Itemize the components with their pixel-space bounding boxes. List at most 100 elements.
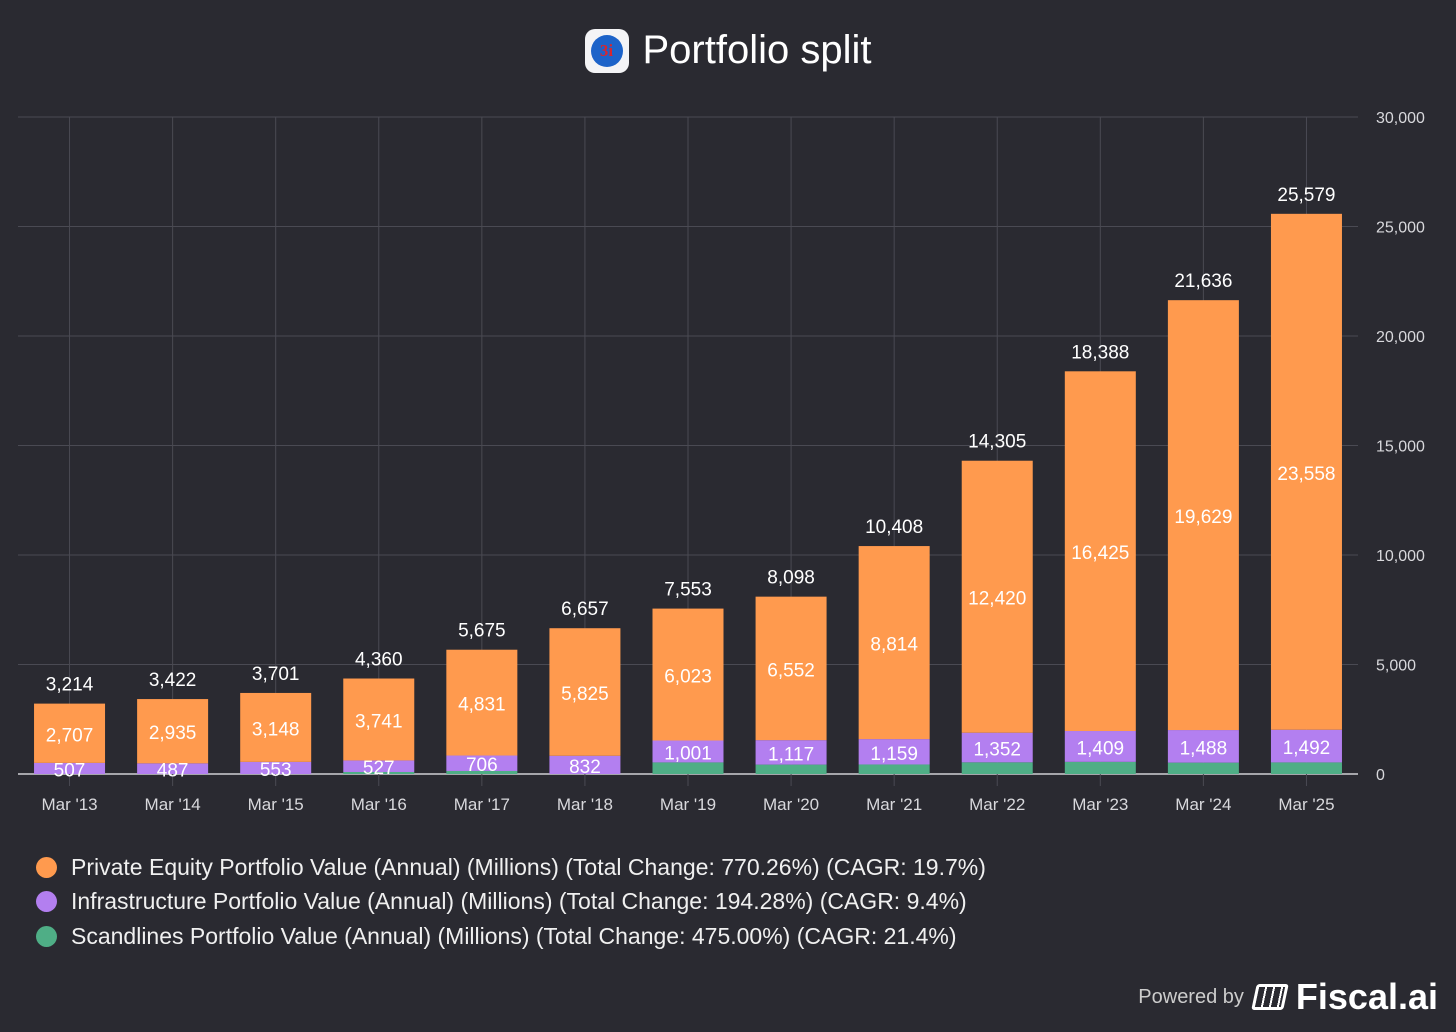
bar-segment: [446, 770, 518, 774]
y-tick-label: 0: [1376, 767, 1385, 784]
legend-item-private-equity[interactable]: Private Equity Portfolio Value (Annual) …: [36, 850, 986, 885]
legend-label: Infrastructure Portfolio Value (Annual) …: [71, 888, 967, 915]
bar-segment: [343, 771, 415, 774]
data-label: 1,117: [768, 744, 814, 765]
bar-segment: [755, 740, 827, 765]
bar-segment: [1270, 729, 1342, 763]
total-label: 7,553: [664, 580, 712, 601]
data-label: 2,707: [46, 725, 94, 746]
x-tick-label: Mar '19: [660, 795, 716, 814]
data-label: 4,831: [458, 695, 506, 716]
chart-title: 3i Portfolio split: [0, 28, 1456, 73]
bar-segment: [446, 649, 518, 756]
x-tick-label: Mar '23: [1072, 795, 1128, 814]
bar-segment: [34, 703, 106, 763]
total-label: 21,636: [1174, 271, 1232, 292]
data-label: 3,741: [355, 711, 403, 732]
data-label: 5,825: [561, 684, 609, 705]
data-label: 12,420: [968, 589, 1026, 610]
data-label: 553: [260, 760, 292, 781]
bar-segment: [858, 764, 930, 774]
powered-by-text: Powered by: [1138, 985, 1244, 1008]
total-label: 3,422: [149, 670, 197, 691]
bar-segment: [549, 755, 621, 774]
logo-text: 3i: [590, 34, 623, 67]
y-tick-label: 30,000: [1376, 110, 1425, 127]
bar-segment: [1064, 731, 1136, 762]
bar-segment: [961, 732, 1033, 763]
data-label: 507: [54, 760, 86, 781]
total-label: 3,701: [252, 664, 300, 685]
data-label: 527: [363, 758, 395, 779]
bar-segment: [1167, 730, 1239, 763]
title-text: Portfolio split: [642, 28, 872, 72]
x-tick-label: Mar '16: [351, 795, 407, 814]
bar-segment: [961, 460, 1033, 733]
data-label: 1,492: [1283, 738, 1331, 759]
bar-segment: [1167, 300, 1239, 731]
total-label: 18,388: [1071, 342, 1129, 363]
bar-segment: [343, 760, 415, 772]
bar-segment: [549, 628, 621, 756]
x-tick-label: Mar '21: [866, 795, 922, 814]
total-label: 4,360: [355, 650, 403, 671]
total-label: 5,675: [458, 621, 506, 642]
y-tick-label: 15,000: [1376, 439, 1425, 456]
legend: Private Equity Portfolio Value (Annual) …: [36, 850, 986, 954]
x-tick-label: Mar '17: [454, 795, 510, 814]
data-label: 2,935: [149, 723, 197, 744]
legend-item-infrastructure[interactable]: Infrastructure Portfolio Value (Annual) …: [36, 885, 986, 920]
legend-dot: [36, 856, 57, 878]
data-label: 6,552: [767, 660, 815, 681]
bar-segment: [446, 755, 518, 771]
data-label: 487: [157, 761, 189, 782]
x-tick-label: Mar '15: [248, 795, 304, 814]
bar-segment: [652, 740, 724, 763]
x-tick-label: Mar '18: [557, 795, 613, 814]
bar-segment: [652, 762, 724, 774]
bar-segment: [755, 764, 827, 774]
total-label: 8,098: [767, 568, 815, 589]
data-label: 1,409: [1077, 738, 1125, 759]
legend-dot: [36, 925, 57, 947]
stacked-bar-chart: 0 5,000 10,000 15,000 20,000 25,000 30,000 507 2…: [18, 110, 1425, 814]
bar-segment: [1270, 762, 1342, 774]
data-label: 1,352: [973, 740, 1021, 761]
data-label: 23,558: [1277, 464, 1335, 485]
y-tick-label: 20,000: [1376, 329, 1425, 346]
x-tick-label: Mar '22: [969, 795, 1025, 814]
y-tick-label: 25,000: [1376, 220, 1425, 237]
total-label: 3,214: [46, 675, 94, 696]
data-label: 6,023: [664, 667, 712, 688]
bar-segment: [137, 763, 209, 774]
powered-by[interactable]: Powered by Fiscal.ai: [1138, 976, 1438, 1018]
y-tick-label: 10,000: [1376, 548, 1425, 565]
bar-segment: [34, 762, 106, 774]
bar-segment: [1064, 761, 1136, 774]
bar-segment: [240, 692, 312, 762]
data-label: 1,001: [664, 743, 712, 764]
x-tick-label: Mar '14: [145, 795, 201, 814]
data-label: 16,425: [1071, 543, 1129, 564]
x-tick-label: Mar '24: [1175, 795, 1231, 814]
data-label: 8,814: [870, 635, 918, 656]
data-label: 706: [466, 755, 498, 776]
total-label: 6,657: [561, 599, 609, 620]
bar-segment: [137, 699, 209, 764]
x-tick-label: Mar '13: [41, 795, 97, 814]
bar-segment: [961, 762, 1033, 774]
total-label: 14,305: [968, 432, 1026, 453]
x-tick-label: Mar '20: [763, 795, 819, 814]
data-label: 832: [569, 757, 601, 778]
data-label: 19,629: [1174, 507, 1232, 528]
bar-segment: [343, 678, 415, 761]
bar-segment: [652, 608, 724, 741]
legend-label: Scandlines Portfolio Value (Annual) (Mil…: [71, 922, 957, 949]
x-tick-label: Mar '25: [1278, 795, 1334, 814]
bar-segment: [240, 761, 312, 774]
total-label: 10,408: [865, 517, 923, 538]
legend-item-scandlines[interactable]: Scandlines Portfolio Value (Annual) (Mil…: [36, 919, 986, 954]
data-label: 1,488: [1180, 738, 1228, 759]
data-label: 3,148: [252, 719, 300, 740]
fiscal-logo-icon: [1251, 984, 1289, 1010]
